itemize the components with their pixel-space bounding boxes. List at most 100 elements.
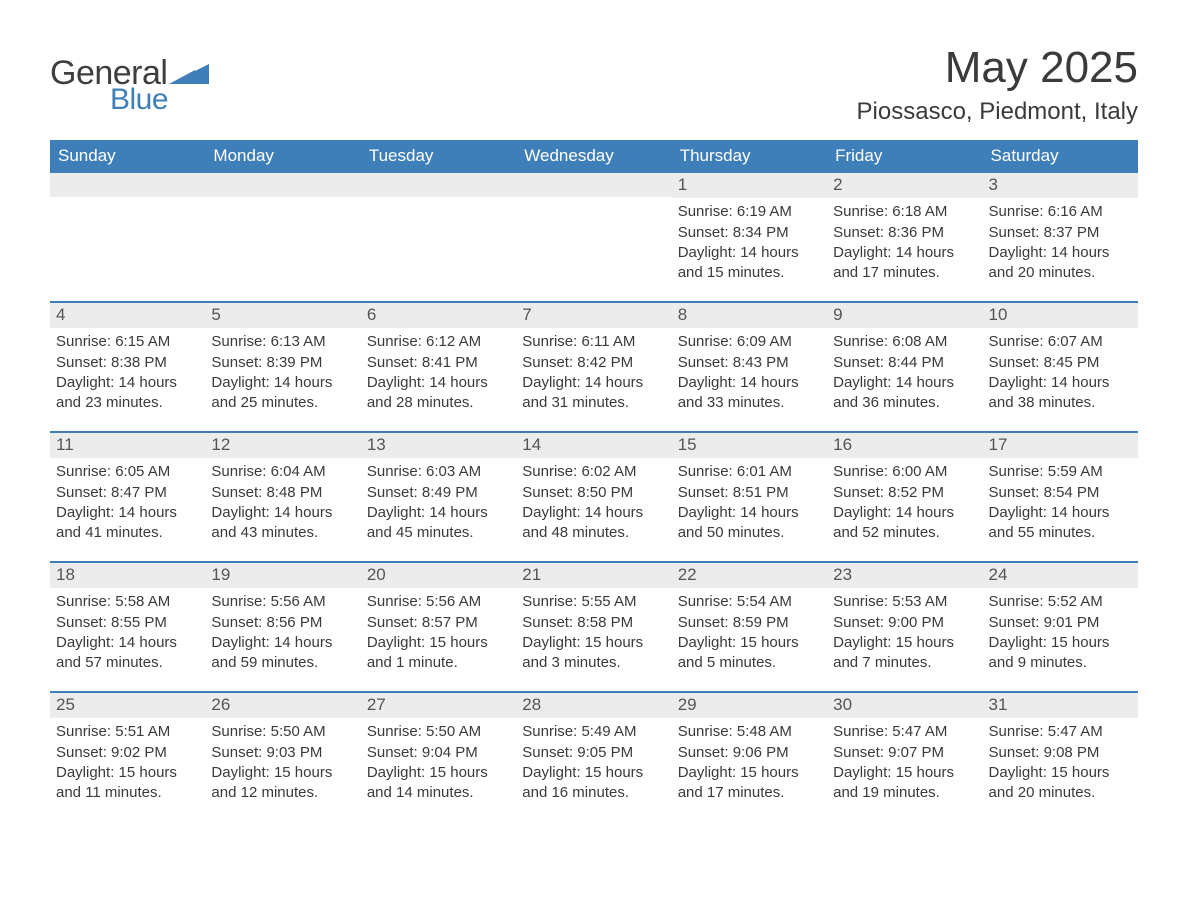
day-body: Sunrise: 5:52 AMSunset: 9:01 PMDaylight:… [983,588,1138,675]
sunset-text: Sunset: 8:54 PM [989,483,1132,503]
sunrise-text: Sunrise: 6:00 AM [833,462,976,482]
daylight-text: Daylight: 14 hours and 52 minutes. [833,503,976,544]
day-body: Sunrise: 6:09 AMSunset: 8:43 PMDaylight:… [672,328,827,415]
calendar-week: 25Sunrise: 5:51 AMSunset: 9:02 PMDayligh… [50,691,1138,821]
calendar-day: 26Sunrise: 5:50 AMSunset: 9:03 PMDayligh… [205,693,360,821]
day-number: 22 [672,563,827,588]
calendar-day: 19Sunrise: 5:56 AMSunset: 8:56 PMDayligh… [205,563,360,691]
sunset-text: Sunset: 8:50 PM [522,483,665,503]
day-body [516,197,671,203]
day-body: Sunrise: 5:56 AMSunset: 8:57 PMDaylight:… [361,588,516,675]
calendar-day: 9Sunrise: 6:08 AMSunset: 8:44 PMDaylight… [827,303,982,431]
calendar-day [361,173,516,301]
sunset-text: Sunset: 8:55 PM [56,613,199,633]
day-body: Sunrise: 6:05 AMSunset: 8:47 PMDaylight:… [50,458,205,545]
page: General Blue May 2025 Piossasco, Piedmon… [0,0,1188,918]
sunset-text: Sunset: 9:02 PM [56,743,199,763]
day-body [205,197,360,203]
day-number: 1 [672,173,827,198]
daylight-text: Daylight: 14 hours and 28 minutes. [367,373,510,414]
sunrise-text: Sunrise: 5:50 AM [211,722,354,742]
day-body: Sunrise: 5:54 AMSunset: 8:59 PMDaylight:… [672,588,827,675]
weekday-header: Friday [827,140,982,173]
calendar-day: 30Sunrise: 5:47 AMSunset: 9:07 PMDayligh… [827,693,982,821]
sunset-text: Sunset: 8:51 PM [678,483,821,503]
sunset-text: Sunset: 8:49 PM [367,483,510,503]
sunrise-text: Sunrise: 6:04 AM [211,462,354,482]
daylight-text: Daylight: 15 hours and 3 minutes. [522,633,665,674]
daylight-text: Daylight: 14 hours and 50 minutes. [678,503,821,544]
day-body [50,197,205,203]
daylight-text: Daylight: 15 hours and 1 minute. [367,633,510,674]
calendar-day: 2Sunrise: 6:18 AMSunset: 8:36 PMDaylight… [827,173,982,301]
calendar-day: 16Sunrise: 6:00 AMSunset: 8:52 PMDayligh… [827,433,982,561]
day-body [361,197,516,203]
sunrise-text: Sunrise: 6:05 AM [56,462,199,482]
calendar-day [50,173,205,301]
day-number: 10 [983,303,1138,328]
day-body: Sunrise: 6:07 AMSunset: 8:45 PMDaylight:… [983,328,1138,415]
sunrise-text: Sunrise: 6:07 AM [989,332,1132,352]
sunset-text: Sunset: 9:05 PM [522,743,665,763]
daylight-text: Daylight: 15 hours and 12 minutes. [211,763,354,804]
sunset-text: Sunset: 9:03 PM [211,743,354,763]
calendar-day: 25Sunrise: 5:51 AMSunset: 9:02 PMDayligh… [50,693,205,821]
calendar-day: 21Sunrise: 5:55 AMSunset: 8:58 PMDayligh… [516,563,671,691]
day-body: Sunrise: 5:55 AMSunset: 8:58 PMDaylight:… [516,588,671,675]
day-body: Sunrise: 5:47 AMSunset: 9:08 PMDaylight:… [983,718,1138,805]
calendar-day: 17Sunrise: 5:59 AMSunset: 8:54 PMDayligh… [983,433,1138,561]
day-body: Sunrise: 6:08 AMSunset: 8:44 PMDaylight:… [827,328,982,415]
sunset-text: Sunset: 8:39 PM [211,353,354,373]
calendar: Sunday Monday Tuesday Wednesday Thursday… [50,140,1138,821]
sunrise-text: Sunrise: 6:16 AM [989,202,1132,222]
day-number: 28 [516,693,671,718]
day-number: 20 [361,563,516,588]
day-number: 13 [361,433,516,458]
daylight-text: Daylight: 15 hours and 14 minutes. [367,763,510,804]
daylight-text: Daylight: 14 hours and 33 minutes. [678,373,821,414]
calendar-day: 22Sunrise: 5:54 AMSunset: 8:59 PMDayligh… [672,563,827,691]
sunrise-text: Sunrise: 5:49 AM [522,722,665,742]
brand-text-blue: Blue [110,83,168,117]
sunset-text: Sunset: 8:59 PM [678,613,821,633]
calendar-day: 4Sunrise: 6:15 AMSunset: 8:38 PMDaylight… [50,303,205,431]
calendar-day: 28Sunrise: 5:49 AMSunset: 9:05 PMDayligh… [516,693,671,821]
day-number: 31 [983,693,1138,718]
sunrise-text: Sunrise: 6:19 AM [678,202,821,222]
sunrise-text: Sunrise: 5:56 AM [211,592,354,612]
calendar-day: 20Sunrise: 5:56 AMSunset: 8:57 PMDayligh… [361,563,516,691]
calendar-day: 10Sunrise: 6:07 AMSunset: 8:45 PMDayligh… [983,303,1138,431]
sunset-text: Sunset: 9:04 PM [367,743,510,763]
sunrise-text: Sunrise: 5:47 AM [833,722,976,742]
weekday-header: Thursday [672,140,827,173]
sunset-text: Sunset: 8:38 PM [56,353,199,373]
calendar-day: 8Sunrise: 6:09 AMSunset: 8:43 PMDaylight… [672,303,827,431]
day-body: Sunrise: 5:51 AMSunset: 9:02 PMDaylight:… [50,718,205,805]
daylight-text: Daylight: 15 hours and 9 minutes. [989,633,1132,674]
sunset-text: Sunset: 8:41 PM [367,353,510,373]
sunrise-text: Sunrise: 6:18 AM [833,202,976,222]
calendar-week: 1Sunrise: 6:19 AMSunset: 8:34 PMDaylight… [50,173,1138,301]
sunset-text: Sunset: 9:00 PM [833,613,976,633]
sunrise-text: Sunrise: 6:15 AM [56,332,199,352]
calendar-day: 12Sunrise: 6:04 AMSunset: 8:48 PMDayligh… [205,433,360,561]
daylight-text: Daylight: 14 hours and 31 minutes. [522,373,665,414]
calendar-day: 14Sunrise: 6:02 AMSunset: 8:50 PMDayligh… [516,433,671,561]
day-body: Sunrise: 6:00 AMSunset: 8:52 PMDaylight:… [827,458,982,545]
sunrise-text: Sunrise: 6:02 AM [522,462,665,482]
day-body: Sunrise: 6:19 AMSunset: 8:34 PMDaylight:… [672,198,827,285]
day-number: 2 [827,173,982,198]
title-block: May 2025 Piossasco, Piedmont, Italy [857,44,1138,126]
sunrise-text: Sunrise: 5:59 AM [989,462,1132,482]
day-body: Sunrise: 5:58 AMSunset: 8:55 PMDaylight:… [50,588,205,675]
calendar-day: 15Sunrise: 6:01 AMSunset: 8:51 PMDayligh… [672,433,827,561]
sunrise-text: Sunrise: 5:56 AM [367,592,510,612]
calendar-day: 7Sunrise: 6:11 AMSunset: 8:42 PMDaylight… [516,303,671,431]
day-number: 14 [516,433,671,458]
calendar-day: 11Sunrise: 6:05 AMSunset: 8:47 PMDayligh… [50,433,205,561]
day-body: Sunrise: 5:50 AMSunset: 9:03 PMDaylight:… [205,718,360,805]
day-number: 9 [827,303,982,328]
day-number: 17 [983,433,1138,458]
day-number: 25 [50,693,205,718]
day-body: Sunrise: 6:15 AMSunset: 8:38 PMDaylight:… [50,328,205,415]
